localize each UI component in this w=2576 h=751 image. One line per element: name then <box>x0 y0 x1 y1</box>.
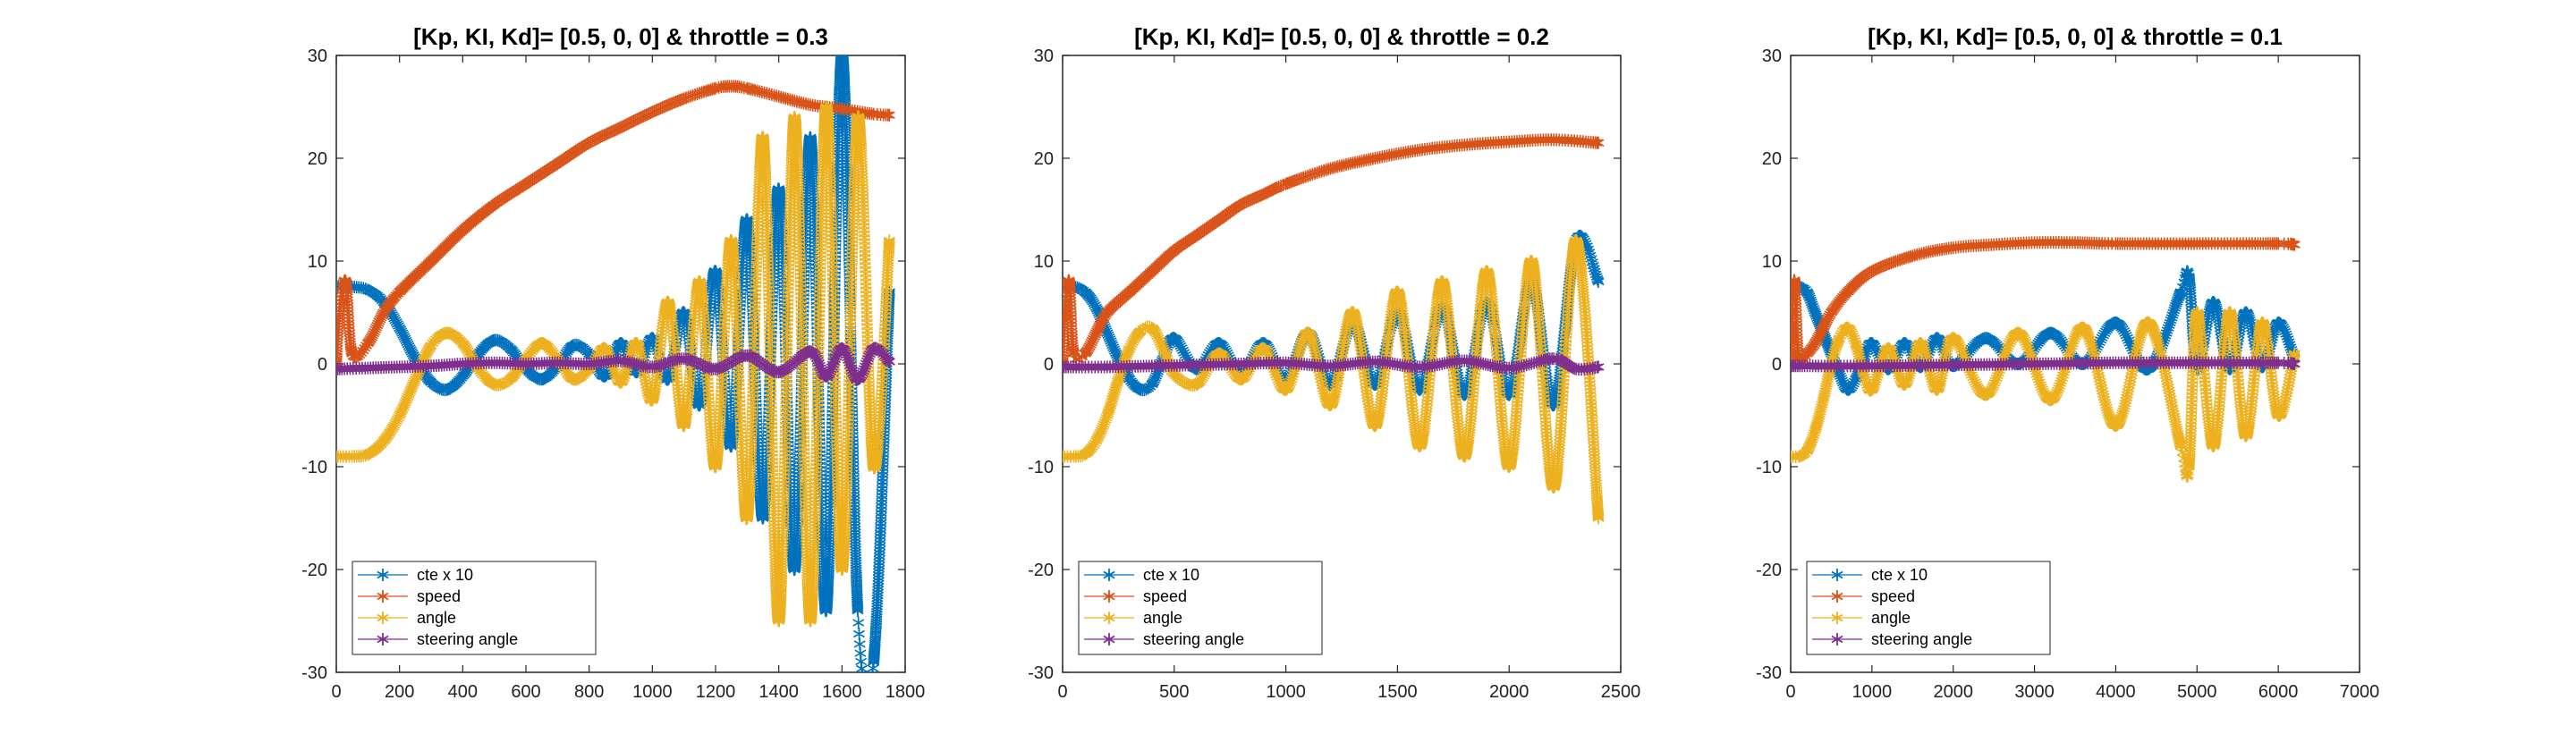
series-markers <box>1063 352 1605 376</box>
x-tick-label: 500 <box>1159 682 1189 702</box>
x-tick-label: 2500 <box>1601 682 1641 702</box>
legend-marker <box>377 633 389 646</box>
x-tick-label: 0 <box>331 682 341 702</box>
x-tick-label: 3000 <box>2014 682 2055 702</box>
series-speed <box>336 80 895 370</box>
series-markers <box>336 80 895 370</box>
legend-entry: angle <box>1871 609 1911 627</box>
x-tick-label: 5000 <box>2177 682 2217 702</box>
chart-panel-3: 0 1000 2000 3000 4000 5000 6000 7000 -30 -20 -10 0 1… <box>1756 23 2379 702</box>
x-tick-label: 1000 <box>632 682 673 702</box>
y-tick-label: 0 <box>318 355 327 375</box>
series-angle <box>1063 233 1605 525</box>
legend: cte x 10 speed angle steering angle <box>1078 561 1323 655</box>
y-tick-label: 0 <box>1772 355 1782 375</box>
legend-marker <box>1103 590 1115 603</box>
x-tick-label: 4000 <box>2096 682 2136 702</box>
x-tick-label: 1800 <box>886 682 926 702</box>
y-tick-label: 20 <box>1762 149 1782 169</box>
series-steering-angle <box>1791 356 2301 373</box>
chart-title: [Kp, KI, Kd]= [0.5, 0, 0] & throttle = 0… <box>1134 23 1549 50</box>
legend-marker <box>1103 612 1115 624</box>
y-tick-label: -20 <box>1028 561 1054 580</box>
legend-entry: speed <box>1143 587 1187 605</box>
x-tick-label: 2000 <box>1489 682 1530 702</box>
y-tick-label: -10 <box>1756 458 1782 477</box>
legend-marker <box>377 590 389 603</box>
x-tick-label: 1400 <box>758 682 799 702</box>
y-tick-label: 30 <box>1034 46 1054 66</box>
x-tick-label: 1000 <box>1852 682 1893 702</box>
legend-entry: steering angle <box>1143 630 1244 648</box>
legend-entry: steering angle <box>417 630 518 648</box>
y-tick-label: -10 <box>1028 458 1054 477</box>
x-tick-label: 1600 <box>822 682 862 702</box>
y-tick-label: -30 <box>301 663 327 683</box>
x-tick-label: 7000 <box>2340 682 2380 702</box>
y-tick-label: -20 <box>1756 561 1782 580</box>
legend-marker <box>377 612 389 624</box>
x-tick-label: 600 <box>511 682 540 702</box>
y-tick-label: 0 <box>1044 355 1054 375</box>
x-tick-label: 200 <box>385 682 414 702</box>
series-speed <box>1791 236 2301 370</box>
series-markers <box>1791 356 2301 373</box>
x-tick-label: 0 <box>1785 682 1795 702</box>
y-tick-label: -30 <box>1756 663 1782 683</box>
legend-marker <box>1103 569 1115 581</box>
legend-entry: steering angle <box>1871 630 1972 648</box>
x-tick-label: 1000 <box>1266 682 1306 702</box>
legend-entry: speed <box>1871 587 1915 605</box>
y-tick-label: -10 <box>301 458 327 477</box>
legend-entry: cte x 10 <box>1871 566 1928 584</box>
x-tick-label: 800 <box>574 682 604 702</box>
chart-title: [Kp, KI, Kd]= [0.5, 0, 0] & throttle = 0… <box>413 23 828 50</box>
chart-title: [Kp, KI, Kd]= [0.5, 0, 0] & throttle = 0… <box>1868 23 2283 50</box>
y-tick-label: 20 <box>308 149 327 169</box>
chart-panel-2: 0 500 1000 1500 2000 2500 -30 -20 -10 0 10 20 30 [Kp,… <box>1028 23 1640 702</box>
legend-entry: cte x 10 <box>1143 566 1199 584</box>
legend-marker <box>1831 590 1843 603</box>
legend-entry: speed <box>417 587 461 605</box>
y-tick-label: 20 <box>1034 149 1054 169</box>
y-tick-label: -30 <box>1028 663 1054 683</box>
series-markers <box>1063 133 1605 370</box>
y-tick-label: 30 <box>1762 46 1782 66</box>
x-tick-label: 400 <box>448 682 478 702</box>
series-angle <box>336 100 895 628</box>
legend-marker <box>1831 633 1843 646</box>
y-tick-label: -20 <box>301 561 327 580</box>
legend: cte x 10 speed angle steering angle <box>352 561 597 655</box>
legend-marker <box>377 569 389 581</box>
x-tick-label: 2000 <box>1933 682 1973 702</box>
y-tick-label: 30 <box>308 46 327 66</box>
chart-panel-1: 0 200 400 600 800 1000 1200 1400 1600 1800-30-20-… <box>301 23 926 702</box>
y-tick-label: 10 <box>1034 252 1054 272</box>
y-tick-label: 10 <box>308 252 327 272</box>
x-tick-label: 0 <box>1057 682 1067 702</box>
x-tick-label: 1500 <box>1377 682 1418 702</box>
x-tick-label: 1200 <box>696 682 736 702</box>
legend-marker <box>1831 569 1843 581</box>
legend-entry: angle <box>1143 609 1182 627</box>
legend-marker <box>1831 612 1843 624</box>
series-steering-angle <box>1063 352 1605 376</box>
series-markers <box>336 100 895 628</box>
legend-entry: cte x 10 <box>417 566 473 584</box>
legend-entry: angle <box>417 609 456 627</box>
series-steering-angle <box>336 342 895 386</box>
x-tick-label: 6000 <box>2258 682 2299 702</box>
y-tick-label: 10 <box>1762 252 1782 272</box>
legend: cte x 10 speed angle steering angle <box>1806 561 2051 655</box>
legend-marker <box>1103 633 1115 646</box>
series-speed <box>1063 133 1605 370</box>
series-markers <box>336 342 895 386</box>
series-markers <box>1791 265 2301 396</box>
